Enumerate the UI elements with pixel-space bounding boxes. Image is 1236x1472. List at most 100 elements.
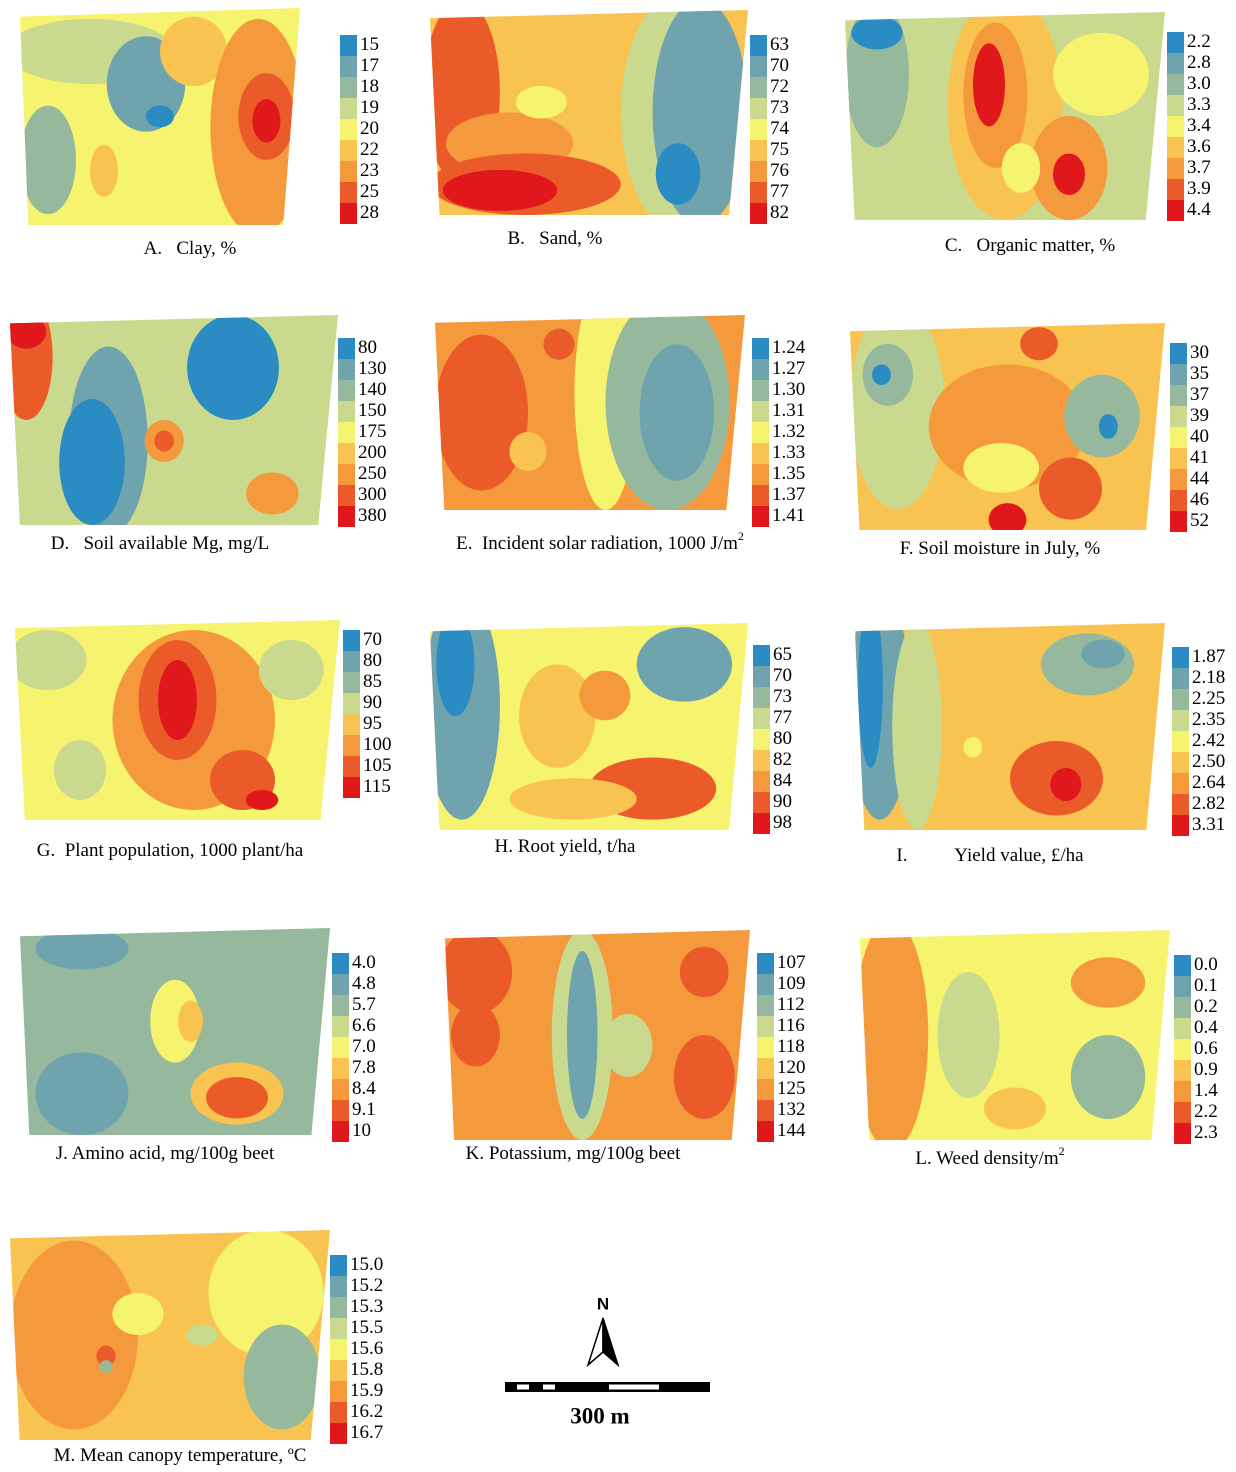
legend-swatch — [343, 651, 360, 672]
map-zone — [154, 430, 174, 452]
legend-label: 7.0 — [352, 1036, 376, 1057]
legend-label: 5.7 — [352, 994, 376, 1015]
legend-label: 3.3 — [1187, 94, 1211, 115]
legend-swatch — [750, 56, 767, 77]
legend-label: 0.4 — [1194, 1017, 1218, 1038]
legend-swatch — [330, 1402, 347, 1423]
map-zone — [436, 623, 475, 717]
map-zone — [20, 105, 76, 215]
legend-swatch — [1167, 116, 1184, 137]
map-surface — [15, 620, 340, 820]
map-zone — [851, 16, 903, 50]
legend-label: 9.1 — [352, 1099, 376, 1120]
legend-label: 46 — [1190, 489, 1209, 510]
map-zone — [1070, 957, 1146, 1008]
legend-swatch — [330, 1297, 347, 1318]
legend-label: 8.4 — [352, 1078, 376, 1099]
map-zone — [150, 979, 200, 1063]
legend-swatch — [1167, 95, 1184, 116]
legend-label: 80 — [358, 337, 377, 358]
legend-label: 3.9 — [1187, 178, 1211, 199]
map-zone — [146, 105, 174, 128]
legend-label: 10 — [352, 1120, 371, 1141]
legend-swatch — [330, 1360, 347, 1381]
legend-label: 39 — [1190, 405, 1209, 426]
map-zone — [451, 1003, 500, 1067]
map-zone — [519, 664, 596, 768]
legend-label: 115 — [363, 776, 391, 797]
caption-text: I. Yield value, £/ha — [896, 845, 1084, 866]
legend-label: 70 — [770, 55, 789, 76]
legend-label: 1.33 — [772, 442, 805, 463]
legend-swatch — [332, 1079, 349, 1100]
legend-swatch — [332, 1100, 349, 1121]
map-panel: 0.00.10.20.40.60.91.42.22.3 L. Weed densi… — [860, 930, 1218, 1169]
legend-swatch — [752, 359, 769, 380]
legend-swatch — [1170, 406, 1187, 427]
legend-label: 2.2 — [1187, 31, 1211, 52]
map-zone — [1081, 639, 1125, 669]
caption-superscript: 2 — [738, 529, 744, 543]
legend-swatch — [340, 77, 357, 98]
legend-swatch — [1172, 647, 1189, 668]
legend-label: 65 — [773, 644, 792, 665]
legend-label: 132 — [777, 1099, 806, 1120]
map-caption: J. Amino acid, mg/100g beet — [56, 1143, 275, 1164]
legend-label: 2.50 — [1192, 751, 1225, 772]
legend-label: 1.32 — [772, 421, 805, 442]
legend-label: 2.25 — [1192, 688, 1225, 709]
legend-label: 300 — [358, 484, 387, 505]
map-zone — [96, 1345, 116, 1367]
map-zone — [1053, 153, 1085, 196]
legend-swatch — [343, 777, 360, 798]
legend-swatch — [332, 974, 349, 995]
legend-swatch — [753, 792, 770, 813]
map-caption: D. Soil available Mg, mg/L — [51, 533, 269, 554]
legend-swatch — [757, 974, 774, 995]
legend-label: 0.0 — [1194, 954, 1218, 975]
map-zone — [509, 778, 637, 820]
legend-label: 15 — [360, 34, 379, 55]
legend-swatch — [338, 443, 355, 464]
legend-label: 109 — [777, 973, 806, 994]
legend-swatch — [338, 464, 355, 485]
legend-label: 116 — [777, 1015, 805, 1036]
legend-swatch — [343, 672, 360, 693]
legend-swatch — [1170, 490, 1187, 511]
map-caption: G. Plant population, 1000 plant/ha — [37, 840, 304, 861]
map-zone — [988, 503, 1027, 530]
map-zone — [10, 1240, 138, 1430]
caption-text: H. Root yield, t/ha — [495, 836, 636, 857]
legend-label: 1.35 — [772, 463, 805, 484]
legend-swatch — [332, 953, 349, 974]
map-zone — [1001, 143, 1041, 193]
legend-swatch — [1170, 469, 1187, 490]
map-zone — [636, 627, 733, 702]
legend-swatch — [1174, 1018, 1191, 1039]
legend-swatch — [753, 666, 770, 687]
legend-label: 23 — [360, 160, 379, 181]
legend-label: 82 — [773, 749, 792, 770]
map-zone — [435, 334, 528, 491]
legend-swatch — [1167, 158, 1184, 179]
legend-swatch — [757, 1100, 774, 1121]
map-zone — [112, 1293, 164, 1335]
legend-swatch — [343, 714, 360, 735]
caption-text: A. Clay, % — [144, 238, 237, 259]
map-zone — [872, 364, 891, 386]
legend-label: 2.3 — [1194, 1122, 1218, 1143]
legend-swatch — [1170, 343, 1187, 364]
legend-label: 3.7 — [1187, 157, 1211, 178]
legend-swatch — [750, 77, 767, 98]
map-zone — [603, 1014, 653, 1077]
legend-label: 35 — [1190, 363, 1209, 384]
map-zone — [860, 930, 929, 1140]
legend-label: 80 — [773, 728, 792, 749]
legend-label: 2.18 — [1192, 667, 1225, 688]
map-zone — [673, 1035, 735, 1119]
map-caption: F. Soil moisture in July, % — [900, 538, 1101, 559]
legend-label: 17 — [360, 55, 379, 76]
legend-swatch — [757, 1058, 774, 1079]
legend-label: 0.9 — [1194, 1059, 1218, 1080]
